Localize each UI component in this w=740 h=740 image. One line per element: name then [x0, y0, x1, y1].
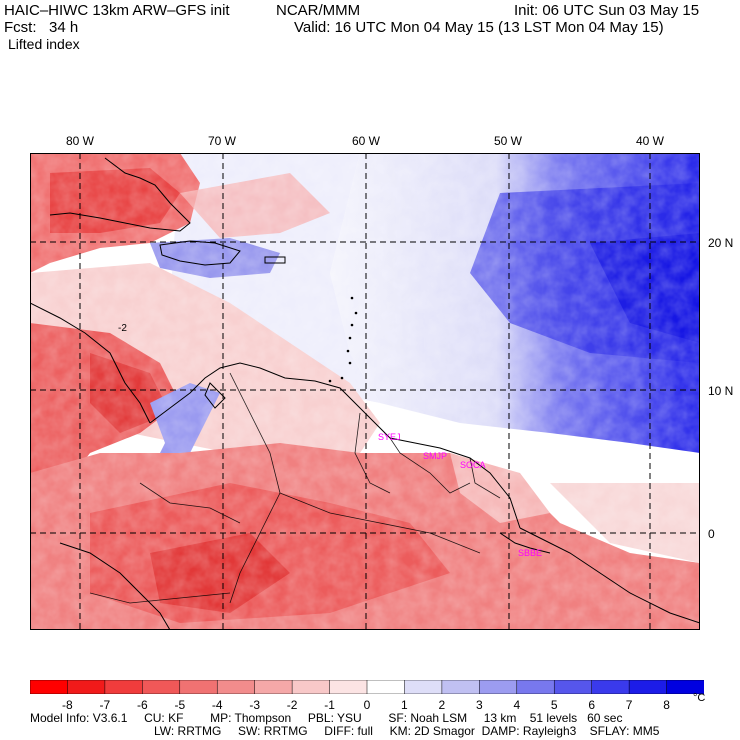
model-info-line1: Model Info: V3.6.1 CU: KF MP: Thompson P… [30, 711, 623, 725]
colorbar-tick-label: -1 [324, 698, 335, 712]
colorbar-swatch [366, 680, 406, 694]
colorbar-tick-label: -6 [136, 698, 148, 712]
lon-label-50w: 50 W [494, 134, 523, 148]
forecast-hour: Fcst: 34 h [4, 19, 79, 36]
colorbar-swatch [479, 680, 518, 694]
colorbar-tick-label: 6 [588, 698, 596, 712]
colorbar-tick-label: -4 [211, 698, 223, 712]
colorbar-tick-label: -2 [286, 698, 298, 712]
lat-label-10n: 10 N [708, 384, 734, 398]
colorbar-swatch [291, 680, 331, 694]
lat-lon-grid [30, 153, 700, 630]
colorbar-swatch [591, 680, 630, 694]
station-label-soca: SOCA [460, 460, 486, 470]
colorbar-swatch [666, 680, 704, 694]
colorbar-swatch [179, 680, 218, 694]
colorbar-tick-label: 1 [401, 698, 408, 712]
model-title: HAIC–HIWC 13km ARW–GFS init [4, 2, 230, 19]
lat-label-equator: 0 [708, 527, 715, 541]
colorbar-tick-label: -7 [99, 698, 111, 712]
lifted-index-map: -2 SYEJ SMJP SOCA SBBE [30, 153, 700, 630]
station-label-sbbe: SBBE [518, 548, 542, 558]
colorbar-tick-label: 0 [363, 698, 371, 712]
lat-label-20n: 20 N [708, 236, 734, 250]
lon-label-80w: 80 W [66, 134, 95, 148]
colorbar-tick-label: 2 [438, 698, 446, 712]
colorbar-swatch [404, 680, 443, 694]
colorbar-swatch [329, 680, 368, 694]
field-name: Lifted index [8, 36, 80, 52]
station-label-smjp: SMJP [423, 451, 447, 461]
init-time: Init: 06 UTC Sun 03 May 15 [514, 2, 700, 19]
lon-label-60w: 60 W [352, 134, 381, 148]
colorbar-tick-label: 4 [513, 698, 521, 712]
colorbar-swatch [441, 680, 480, 694]
colorbar-tick-label: 7 [625, 698, 633, 712]
colorbar-swatch [254, 680, 293, 694]
political-borders [89, 372, 501, 604]
model-info-line2: LW: RRTMG SW: RRTMG DIFF: full KM: 2D Sm… [154, 724, 660, 738]
valid-time: Valid: 16 UTC Mon 04 May 15 (13 LST Mon … [294, 19, 664, 36]
station-label-syej: SYEJ [378, 432, 401, 442]
contour-label: -2 [118, 323, 127, 334]
colorbar-tick-label: -5 [174, 698, 186, 712]
colorbar-swatch [516, 680, 555, 694]
colorbar-unit: °C [693, 692, 706, 704]
colorbar-tick-label: 3 [475, 698, 483, 712]
map-frame [30, 153, 700, 630]
lon-label-70w: 70 W [208, 134, 237, 148]
colorbar-swatch [216, 680, 256, 694]
colorbar-tick-label: 5 [550, 698, 558, 712]
colorbar-tick-label: 8 [663, 698, 670, 712]
organization-label: NCAR/MMM [276, 2, 361, 19]
colorbar-tick-label: -3 [249, 698, 261, 712]
lesser-antilles [328, 296, 358, 383]
colorbar-swatch [628, 680, 668, 694]
colorbar-swatch [104, 680, 143, 694]
colorbar-swatch [142, 680, 181, 694]
colorbar-swatch [30, 680, 69, 694]
colorbar [30, 680, 704, 694]
colorbar-tick-label: -8 [62, 698, 73, 712]
lon-label-40w: 40 W [636, 134, 665, 148]
colorbar-swatch [553, 680, 593, 694]
colorbar-swatch [67, 680, 106, 694]
